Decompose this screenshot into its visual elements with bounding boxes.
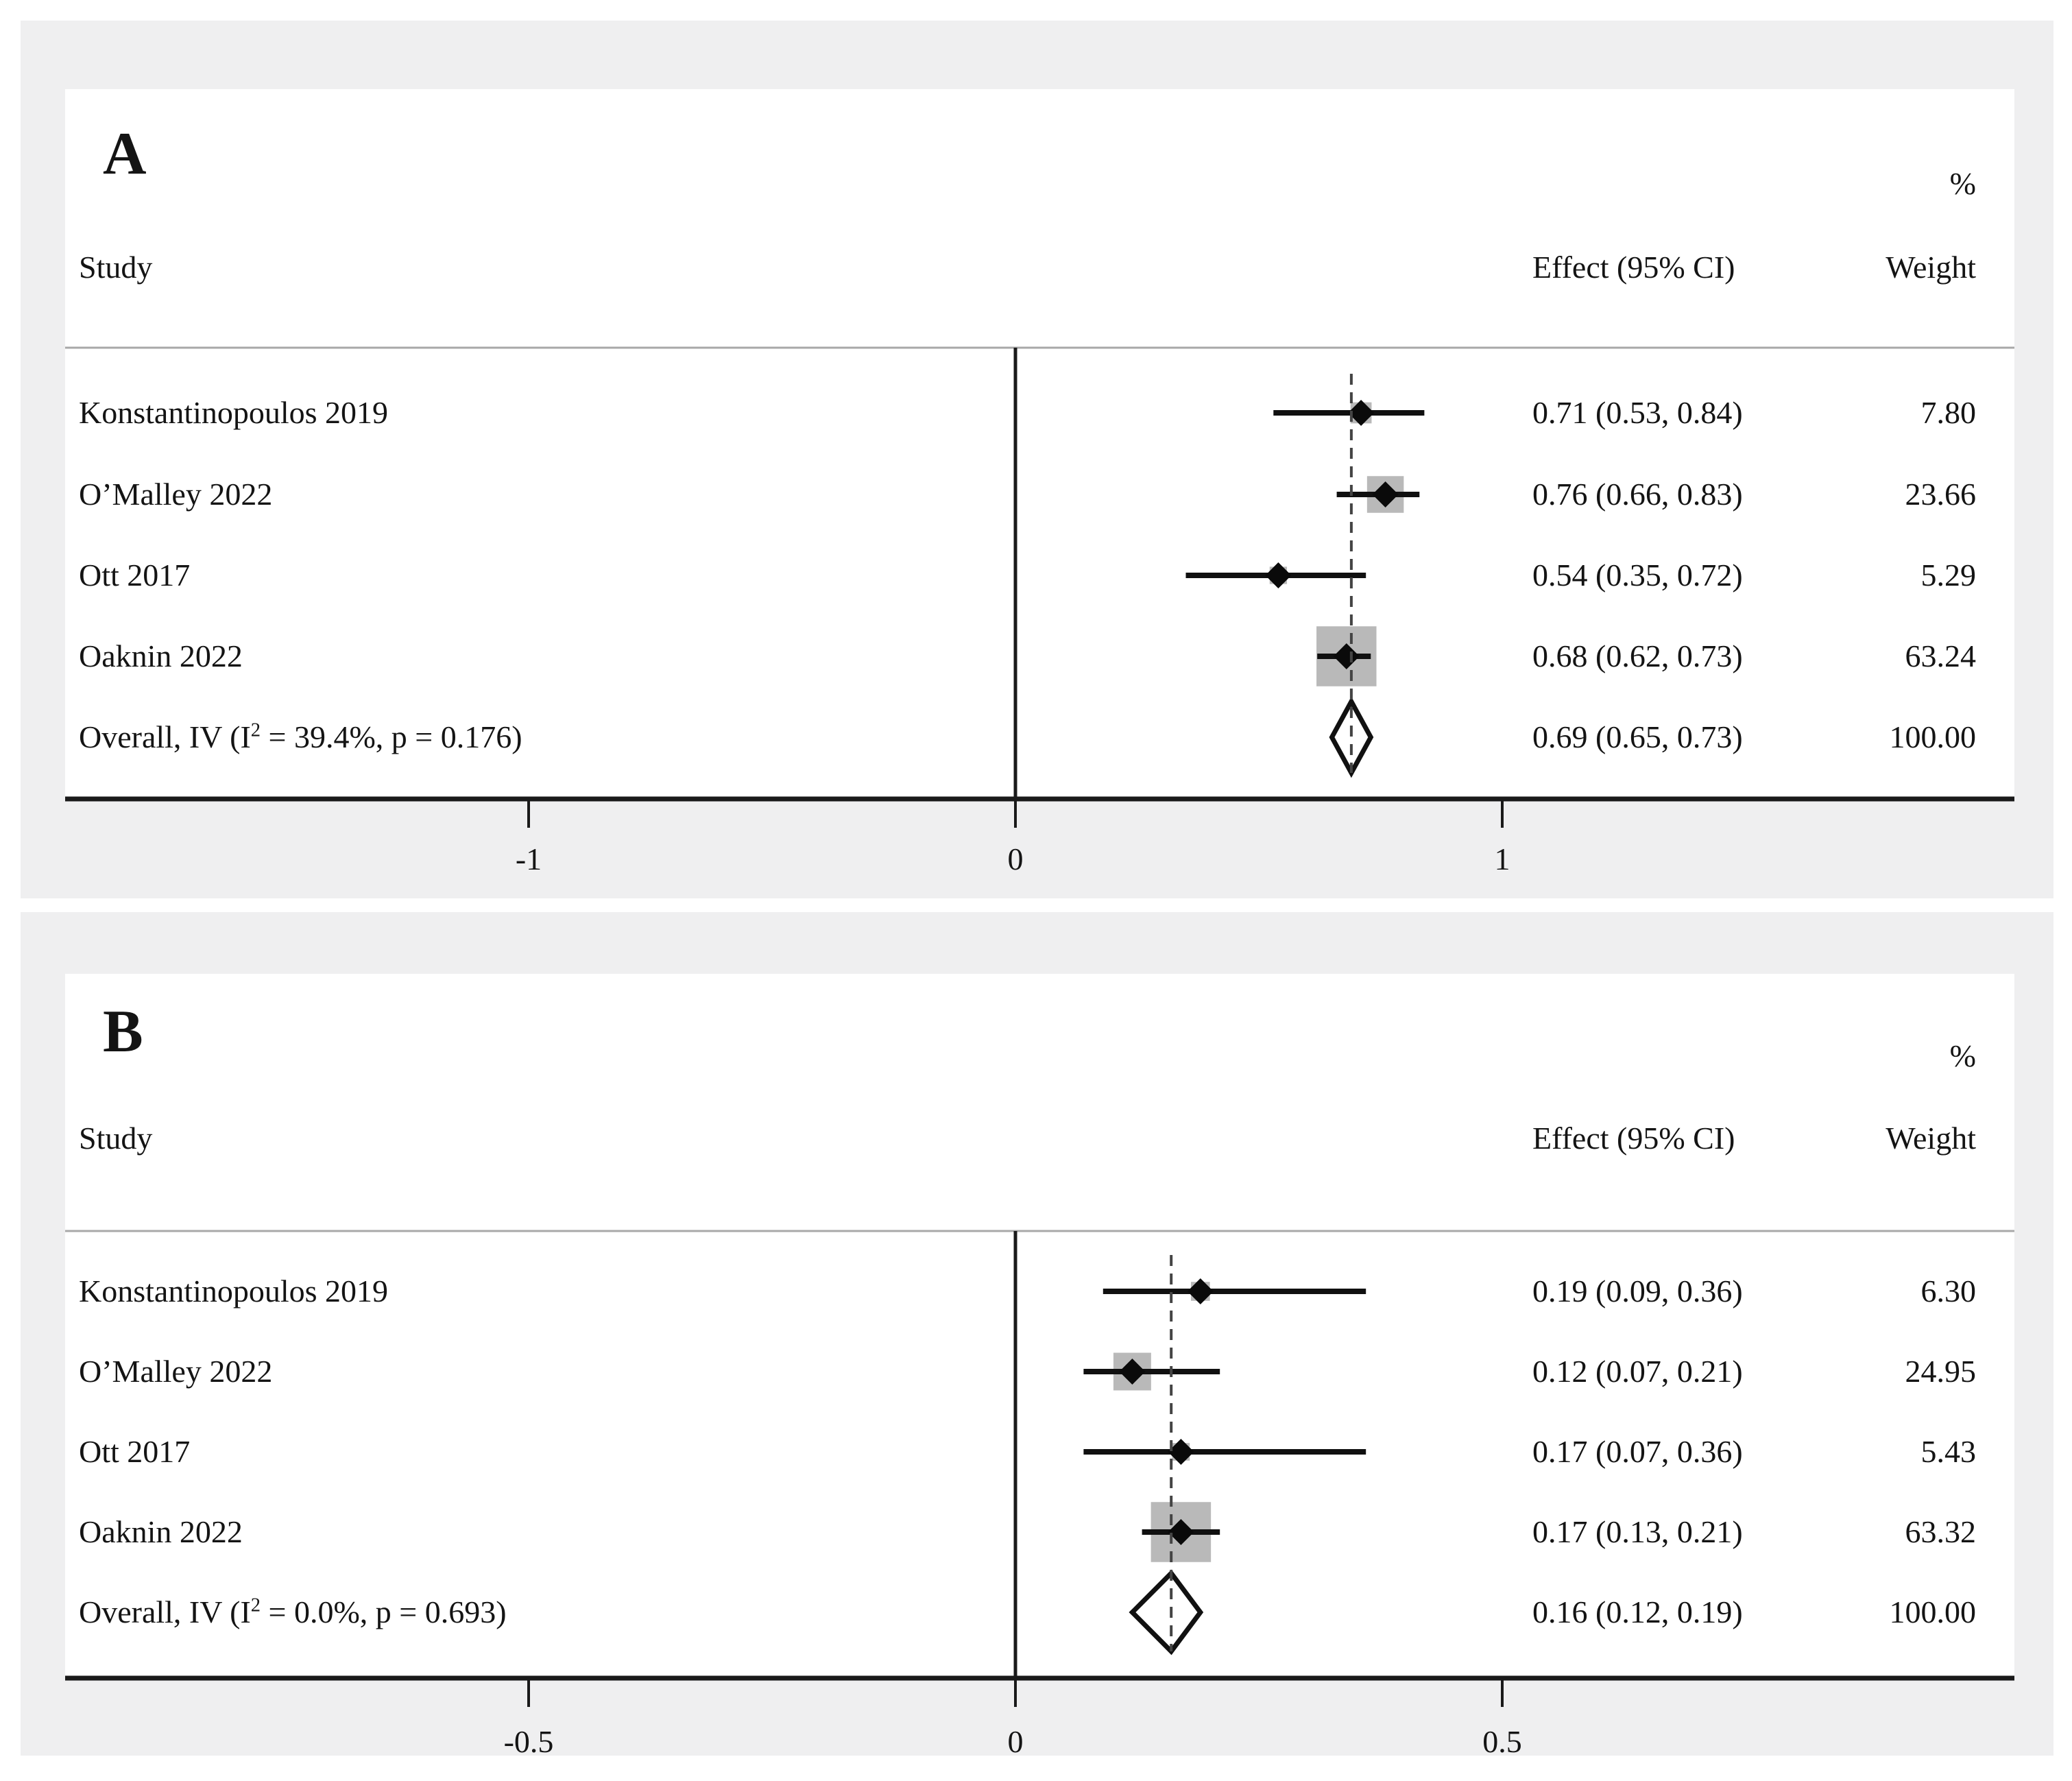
overall-label-part: = 39.4%, p = 0.176) [261,719,522,754]
overall-label-part: = 0.0%, p = 0.693) [261,1594,507,1629]
panel-a-plot-area [65,89,2014,799]
weight-percent-header: % [1949,166,1976,201]
tick-label: -1 [515,841,542,876]
panel-b-plot-area [65,974,2014,1678]
tick-label: 0 [1007,1724,1024,1759]
overall-weight-value: 100.00 [1889,719,1977,754]
study-label: Ott 2017 [79,1434,191,1469]
overall-label-part: Overall, IV (I [79,1594,251,1629]
overall-label: Overall, IV (I2 = 39.4%, p = 0.176) [79,721,522,753]
effect-value: 0.12 (0.07, 0.21) [1532,1354,1743,1389]
effect-value: 0.76 (0.66, 0.83) [1532,477,1743,512]
weight-value: 63.24 [1905,638,1977,673]
weight-column-header: Weight [1886,1121,1976,1156]
study-label: O’Malley 2022 [79,477,273,512]
weight-value: 24.95 [1905,1354,1977,1389]
weight-value: 5.29 [1920,558,1977,593]
study-label: Oaknin 2022 [79,1514,243,1549]
overall-label-part: 2 [250,719,261,741]
weight-value: 6.30 [1920,1274,1977,1308]
weight-value: 23.66 [1905,477,1977,512]
point-marker [1168,1439,1194,1465]
point-marker [1119,1359,1146,1385]
overall-label-part: 2 [250,1594,261,1616]
tick-label: 0.5 [1482,1724,1522,1759]
study-label: Oaknin 2022 [79,638,243,673]
point-marker [1372,481,1399,507]
study-label: Ott 2017 [79,558,191,593]
effect-value: 0.17 (0.07, 0.36) [1532,1434,1743,1469]
study-column-header: Study [79,250,153,285]
weight-column-header: Weight [1886,250,1976,285]
overall-weight-value: 100.00 [1889,1594,1977,1629]
effect-column-header: Effect (95% CI) [1532,250,1735,285]
overall-label-part: Overall, IV (I [79,719,251,754]
study-column-header: Study [79,1121,153,1156]
panel-label: A [103,121,147,187]
tick-label: 0 [1007,841,1024,876]
tick-label: -0.5 [503,1724,554,1759]
weight-value: 7.80 [1920,395,1977,430]
study-label: Konstantinopoulos 2019 [79,1274,389,1308]
weight-percent-header: % [1949,1038,1976,1073]
overall-effect-value: 0.16 (0.12, 0.19) [1532,1594,1743,1629]
effect-value: 0.17 (0.13, 0.21) [1532,1514,1743,1549]
overall-label: Overall, IV (I2 = 0.0%, p = 0.693) [79,1594,507,1629]
point-marker [1168,1519,1194,1545]
effect-column-header: Effect (95% CI) [1532,1121,1735,1156]
point-marker [1187,1278,1214,1304]
tick-label: 1 [1494,841,1510,876]
panel-label: B [103,999,143,1065]
study-label: O’Malley 2022 [79,1354,273,1389]
effect-value: 0.68 (0.62, 0.73) [1532,638,1743,673]
effect-value: 0.71 (0.53, 0.84) [1532,395,1743,430]
overall-diamond [1329,696,1374,778]
effect-value: 0.54 (0.35, 0.72) [1532,558,1743,593]
weight-value: 5.43 [1920,1434,1977,1469]
effect-value: 0.19 (0.09, 0.36) [1532,1274,1743,1308]
point-marker [1333,643,1360,669]
overall-diamond [1129,1569,1204,1656]
overall-effect-value: 0.69 (0.65, 0.73) [1532,719,1743,754]
weight-value: 63.32 [1905,1514,1977,1549]
point-marker [1348,400,1375,426]
point-marker [1265,562,1292,588]
study-label: Konstantinopoulos 2019 [79,395,389,430]
